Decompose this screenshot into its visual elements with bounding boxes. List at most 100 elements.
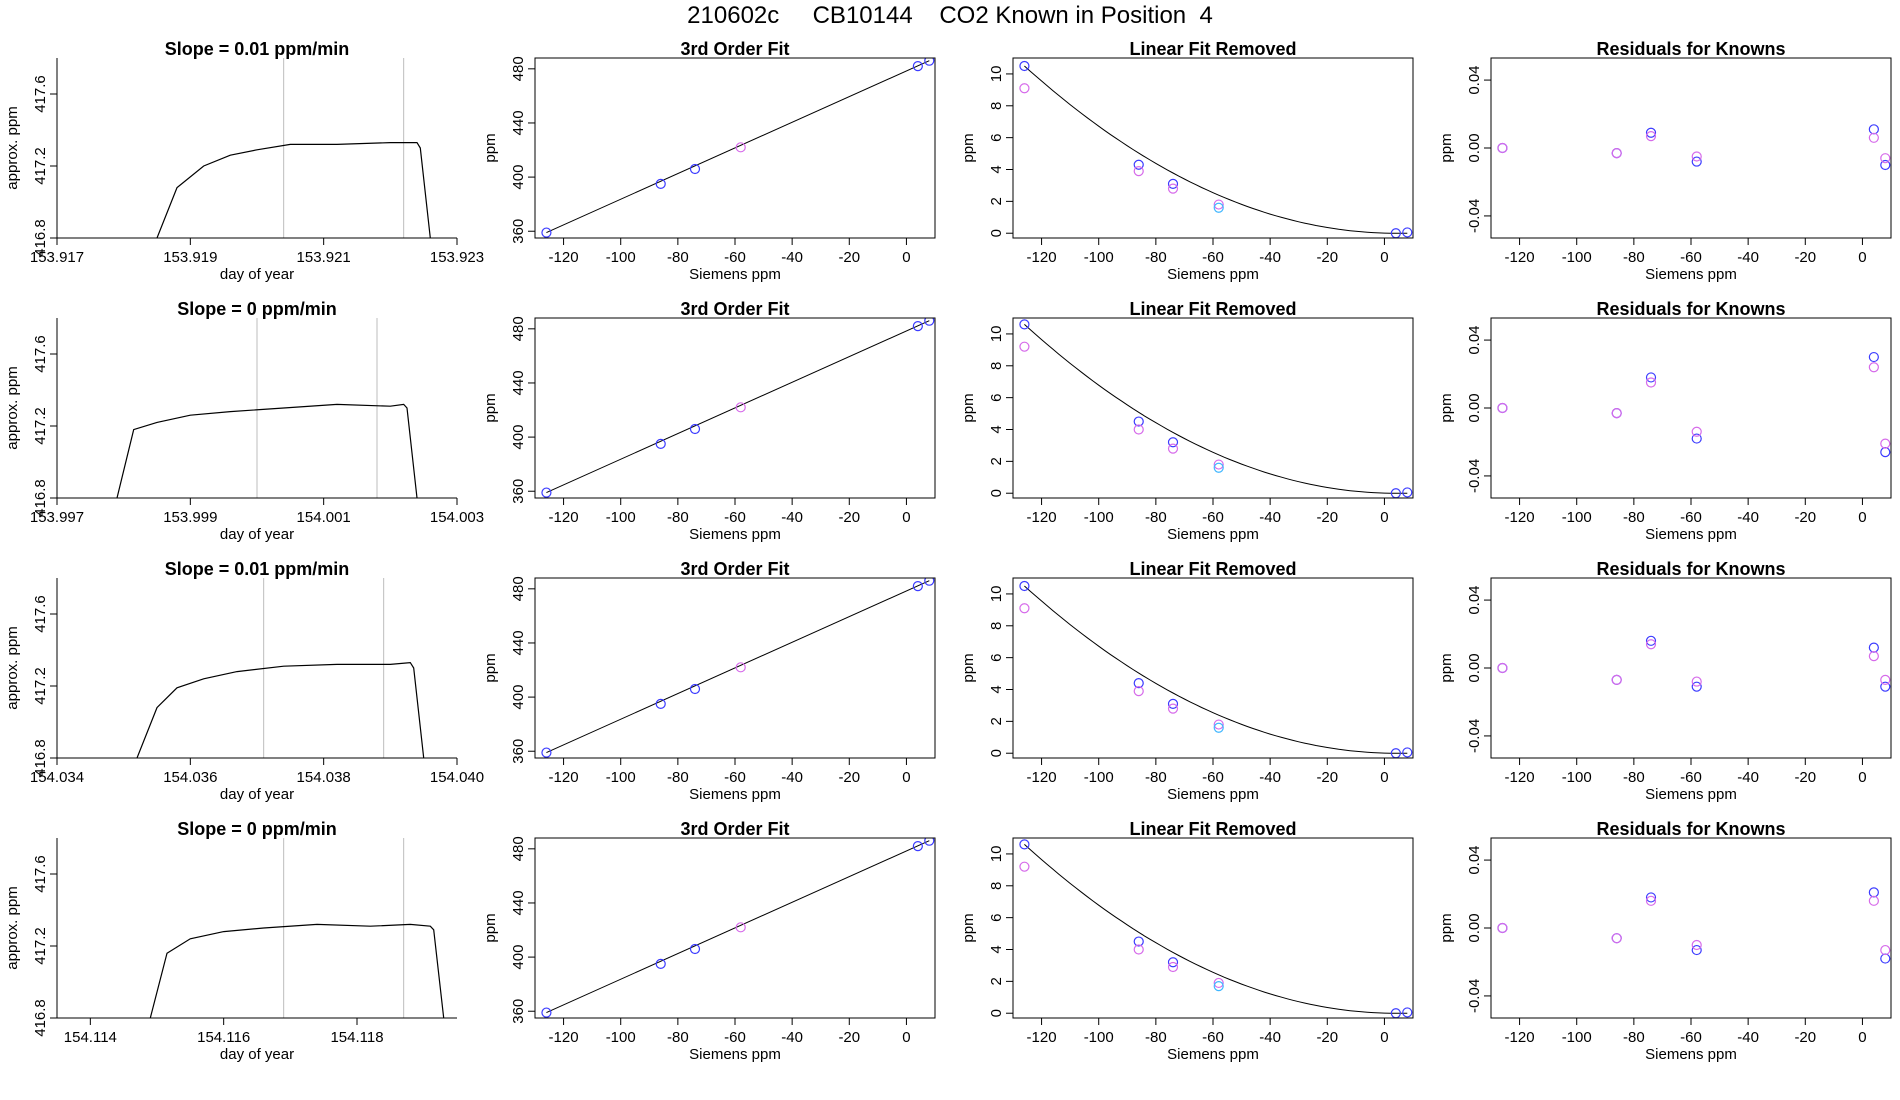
chart-title: Residuals for Knowns [1596,819,1785,839]
chart-panel-11: Linear Fit Removed -120 -100 -80 -60 -40 -20 0 0… [960,559,1414,803]
data-point-magenta [1691,939,1702,951]
y-axis-label: ppm [482,133,499,162]
y-axis-label: ppm [960,653,977,682]
chart-title: Slope = 0 ppm/min [177,819,337,839]
x-tick-label: -80 [1145,769,1167,786]
plot-frame [1490,837,1892,1019]
data-point-blue [1167,437,1179,448]
plot-area [541,58,935,238]
plot-area [1497,635,1891,692]
data-point-blue [1402,1007,1413,1018]
x-tick-label: -100 [1562,249,1592,266]
y-tick-label: -0.04 [1466,199,1483,233]
x-tick-label: -60 [1202,769,1224,786]
data-point-magenta [1611,147,1622,159]
x-tick-label: -120 [549,509,579,526]
x-tick-label: -80 [1623,509,1645,526]
y-tick-label: 417.2 [32,927,49,965]
data-point-magenta [1868,362,1879,373]
x-tick-label: -40 [1737,249,1759,266]
fit-line [546,320,930,494]
plot-area [541,578,935,758]
plot-area [541,838,935,1018]
data-point-blue [1402,487,1413,498]
data-point-blue [655,178,666,189]
x-tick-label: -20 [1794,1029,1816,1046]
data-point-magenta [1167,703,1179,714]
y-tick-label: 417.6 [32,595,49,633]
x-axis-label: day of year [220,266,294,283]
fit-line [546,60,930,234]
x-tick-label: -80 [1145,249,1167,266]
data-point-cyan [1213,202,1224,213]
data-point-blue [1691,681,1702,692]
x-tick-label: -80 [667,249,689,266]
data-line [116,403,418,498]
y-tick-label: 10 [988,586,1005,603]
x-axis-label: Siemens ppm [1645,786,1737,803]
y-tick-label: 4 [988,685,1005,693]
y-tick-label: 416.8 [32,739,49,777]
y-tick-label: 2 [988,197,1005,205]
x-tick-label: -40 [1259,509,1281,526]
data-point-magenta [1880,153,1891,164]
data-point-blue [541,487,552,498]
chart-panel-4: Residuals for Knowns -120 -100 -80 -60 -40 -20… [1438,39,1892,283]
y-tick-label: 416.8 [32,479,49,517]
plot-frame [1012,577,1414,759]
data-point-blue [541,747,552,758]
data-point-blue [1133,159,1144,170]
x-axis-label: day of year [220,526,294,543]
data-point-magenta [1868,132,1879,143]
x-tick-label: -100 [606,769,636,786]
x-tick-label: -20 [838,769,860,786]
data-point-blue [1645,372,1657,383]
y-tick-label: 360 [510,999,527,1024]
x-tick-label: -80 [667,509,689,526]
data-point-magenta [735,142,746,153]
data-point-blue [1167,957,1179,968]
chart-panel-7: Linear Fit Removed -120 -100 -80 -60 -40 -20 0 0… [960,299,1414,543]
x-tick-label: -20 [1316,249,1338,266]
x-axis-label: Siemens ppm [1645,526,1737,543]
data-point-blue [1019,60,1030,72]
y-tick-label: 6 [988,133,1005,141]
chart-panel-6: 3rd Order Fit -120 -100 -80 -60 -40 -20 0 360 400… [482,299,936,543]
data-point-blue [1133,678,1144,689]
y-tick-label: 400 [510,945,527,970]
x-tick-label: 153.997 [30,509,84,526]
chart-panel-10: 3rd Order Fit -120 -100 -80 -60 -40 -20 0 360 400… [482,559,936,803]
y-axis-label: approx. ppm [4,366,21,449]
x-tick-label: -60 [724,1029,746,1046]
x-axis-label: Siemens ppm [1167,1046,1259,1063]
plot-frame [1490,317,1892,499]
x-tick-label: -20 [1316,509,1338,526]
x-tick-label: -100 [1562,509,1592,526]
x-tick-label: -40 [781,1029,803,1046]
chart-title: 3rd Order Fit [680,39,789,59]
y-axis-label: ppm [1438,653,1455,682]
data-point-magenta [1133,165,1144,177]
data-point-blue [1167,698,1179,709]
data-point-magenta [1645,377,1657,388]
data-point-magenta [1213,199,1224,210]
data-point-magenta [1497,402,1508,414]
x-tick-label: -100 [606,509,636,526]
fit-line [546,580,930,754]
y-tick-label: 416.8 [32,219,49,257]
y-tick-label: 417.2 [32,147,49,185]
y-tick-label: 8 [988,882,1005,890]
x-tick-label: -120 [1027,509,1057,526]
y-tick-label: 480 [510,836,527,861]
y-tick-label: 0.04 [1466,845,1483,874]
y-tick-label: 440 [510,630,527,655]
data-point-magenta [1868,895,1879,906]
y-tick-label: 0.00 [1466,653,1483,682]
chart-title: Linear Fit Removed [1129,559,1296,579]
y-tick-label: 417.6 [32,75,49,113]
y-tick-label: 6 [988,393,1005,401]
y-axis-label: ppm [960,133,977,162]
data-point-magenta [1691,676,1702,687]
chart-title: 3rd Order Fit [680,299,789,319]
